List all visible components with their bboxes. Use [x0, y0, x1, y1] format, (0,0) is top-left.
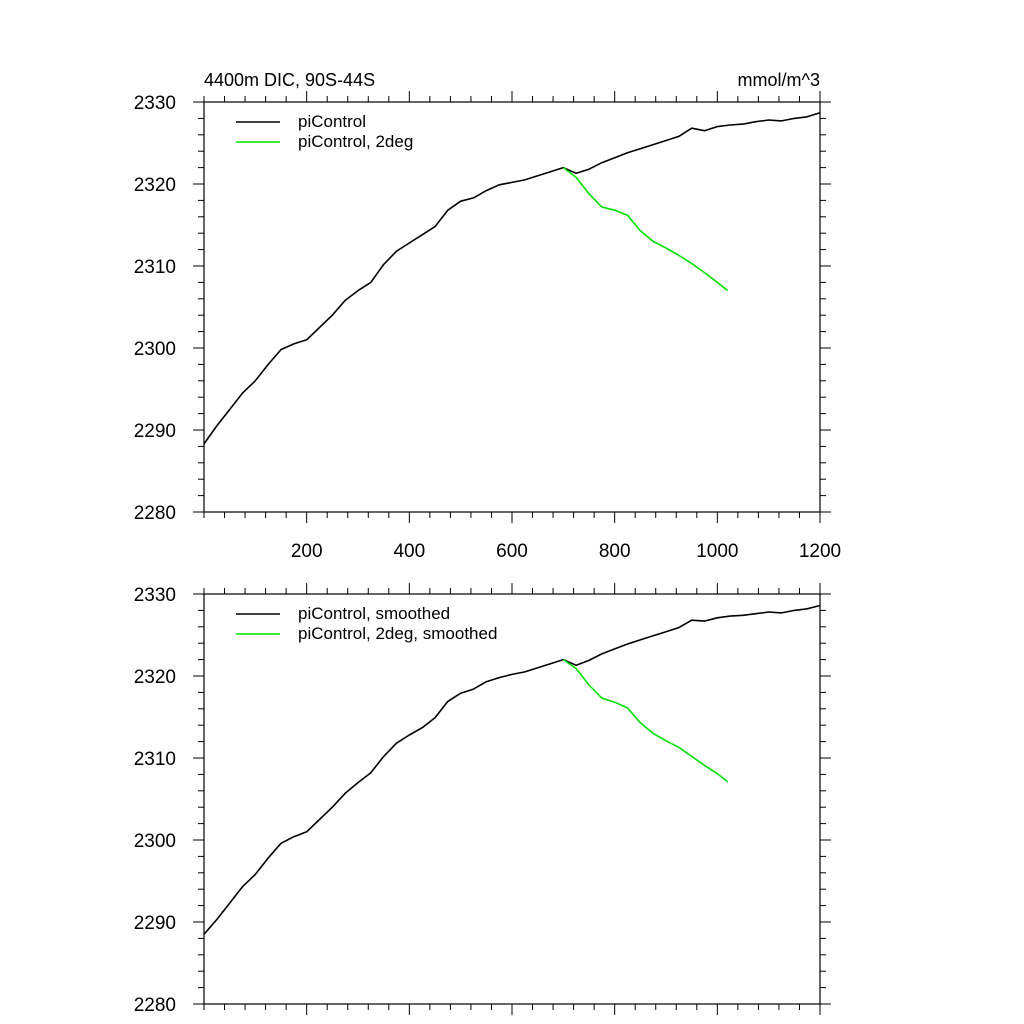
y-tick-label: 2280: [134, 995, 176, 1016]
legend-label: piControl, 2deg: [298, 132, 413, 151]
plot-title-left: 4400m DIC, 90S-44S: [204, 70, 375, 90]
y-tick-label: 2280: [134, 503, 176, 524]
legend-label: piControl: [298, 112, 366, 131]
y-tick-label: 2320: [134, 175, 176, 196]
y-tick-label: 2310: [134, 257, 176, 278]
y-tick-label: 2320: [134, 667, 176, 688]
top-panel: 2280 2290 2300 2310 2320 2330 200 400 600 800 1000…: [134, 91, 841, 562]
x-tick-label: 1000: [696, 541, 738, 562]
plot-frame: [203, 101, 821, 513]
x-tick-label: 800: [599, 541, 631, 562]
series-line: [203, 604, 821, 935]
x-tick-label: 400: [393, 541, 425, 562]
y-tick-label: 2310: [134, 749, 176, 770]
y-tick-label: 2290: [134, 421, 176, 442]
y-tick-label: 2300: [134, 339, 176, 360]
x-tick-label: 1200: [799, 541, 841, 562]
x-tick-label: 200: [291, 541, 323, 562]
y-tick-label: 2290: [134, 913, 176, 934]
x-tick-label: 600: [496, 541, 528, 562]
bottom-panel: 2280 2290 2300 2310 2320 2330 piControl, smoot…: [134, 583, 831, 1016]
series-line: [203, 111, 821, 445]
plot-frame: [203, 593, 821, 1005]
legend-label: piControl, smoothed: [298, 604, 450, 623]
y-tick-label: 2330: [134, 585, 176, 606]
series-line: [562, 166, 729, 292]
series-line: [562, 658, 729, 783]
y-tick-label: 2330: [134, 93, 176, 114]
plot-units-right: mmol/m^3: [738, 70, 820, 90]
y-tick-label: 2300: [134, 831, 176, 852]
legend-label: piControl, 2deg, smoothed: [298, 624, 497, 643]
